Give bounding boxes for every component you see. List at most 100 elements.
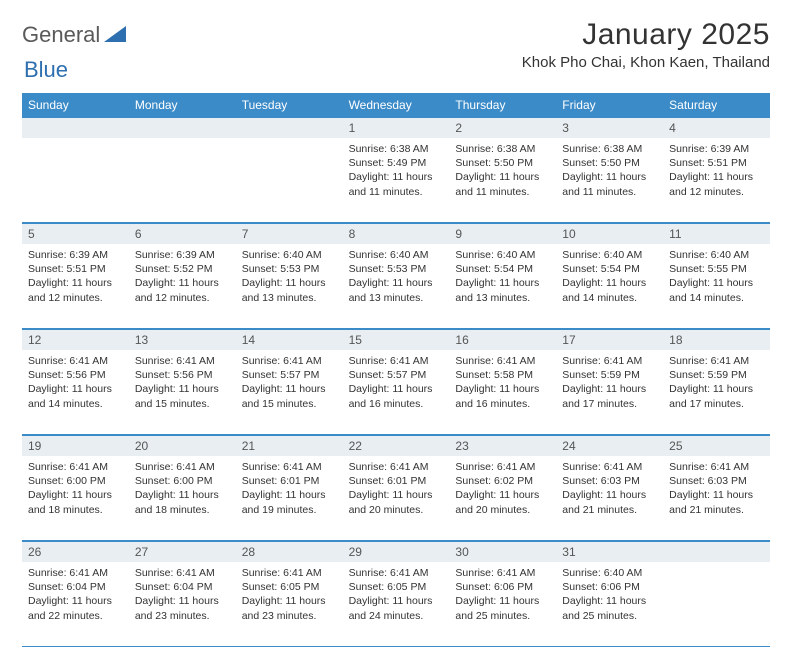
sunrise-text: Sunrise: 6:41 AM	[242, 354, 337, 368]
day-number: 19	[28, 439, 123, 453]
day-number-cell: 15	[343, 330, 450, 350]
day-number: 9	[455, 227, 550, 241]
day-number: 25	[669, 439, 764, 453]
daylight-text: Daylight: 11 hours and 18 minutes.	[28, 488, 123, 516]
sunset-text: Sunset: 6:06 PM	[455, 580, 550, 594]
sunset-text: Sunset: 6:03 PM	[669, 474, 764, 488]
day-cell: Sunrise: 6:41 AMSunset: 6:01 PMDaylight:…	[343, 456, 450, 540]
daylight-text: Daylight: 11 hours and 11 minutes.	[562, 170, 657, 198]
daylight-text: Daylight: 11 hours and 11 minutes.	[349, 170, 444, 198]
sunset-text: Sunset: 5:50 PM	[455, 156, 550, 170]
sunset-text: Sunset: 5:59 PM	[562, 368, 657, 382]
sunrise-text: Sunrise: 6:41 AM	[349, 460, 444, 474]
sunrise-text: Sunrise: 6:40 AM	[455, 248, 550, 262]
day-number-cell: 4	[663, 118, 770, 138]
month-title: January 2025	[522, 18, 770, 52]
daylight-text: Daylight: 11 hours and 18 minutes.	[135, 488, 230, 516]
sunset-text: Sunset: 5:50 PM	[562, 156, 657, 170]
daylight-text: Daylight: 11 hours and 19 minutes.	[242, 488, 337, 516]
daylight-text: Daylight: 11 hours and 13 minutes.	[455, 276, 550, 304]
sunset-text: Sunset: 5:58 PM	[455, 368, 550, 382]
day-number: 30	[455, 545, 550, 559]
day-number: 10	[562, 227, 657, 241]
sunrise-text: Sunrise: 6:41 AM	[135, 354, 230, 368]
sunrise-text: Sunrise: 6:40 AM	[349, 248, 444, 262]
sunset-text: Sunset: 6:01 PM	[349, 474, 444, 488]
sunrise-text: Sunrise: 6:39 AM	[135, 248, 230, 262]
sunset-text: Sunset: 5:52 PM	[135, 262, 230, 276]
sunset-text: Sunset: 6:01 PM	[242, 474, 337, 488]
day-number-cell: 11	[663, 224, 770, 244]
daylight-text: Daylight: 11 hours and 20 minutes.	[349, 488, 444, 516]
sunrise-text: Sunrise: 6:41 AM	[135, 566, 230, 580]
daylight-text: Daylight: 11 hours and 24 minutes.	[349, 594, 444, 622]
sunset-text: Sunset: 5:59 PM	[669, 368, 764, 382]
day-number: 2	[455, 121, 550, 135]
day-number-cell: 13	[129, 330, 236, 350]
day-number-cell: 3	[556, 118, 663, 138]
day-number-cell: 14	[236, 330, 343, 350]
daylight-text: Daylight: 11 hours and 21 minutes.	[562, 488, 657, 516]
day-number-cell: 27	[129, 542, 236, 562]
day-cell	[663, 562, 770, 646]
sunrise-text: Sunrise: 6:38 AM	[562, 142, 657, 156]
day-number-cell: 17	[556, 330, 663, 350]
day-cell: Sunrise: 6:41 AMSunset: 6:03 PMDaylight:…	[556, 456, 663, 540]
day-cell: Sunrise: 6:41 AMSunset: 6:00 PMDaylight:…	[22, 456, 129, 540]
daylight-text: Daylight: 11 hours and 13 minutes.	[349, 276, 444, 304]
day-number: 3	[562, 121, 657, 135]
title-block: January 2025 Khok Pho Chai, Khon Kaen, T…	[522, 18, 770, 71]
day-number-cell: 21	[236, 436, 343, 456]
sunset-text: Sunset: 6:04 PM	[28, 580, 123, 594]
day-number: 5	[28, 227, 123, 241]
weekday-header: Saturday	[663, 93, 770, 117]
day-number: 13	[135, 333, 230, 347]
day-cell: Sunrise: 6:39 AMSunset: 5:52 PMDaylight:…	[129, 244, 236, 328]
day-number: 29	[349, 545, 444, 559]
sunrise-text: Sunrise: 6:40 AM	[562, 248, 657, 262]
sunset-text: Sunset: 5:53 PM	[349, 262, 444, 276]
daylight-text: Daylight: 11 hours and 16 minutes.	[349, 382, 444, 410]
day-number-cell: 20	[129, 436, 236, 456]
day-number: 11	[669, 227, 764, 241]
weekday-header: Friday	[556, 93, 663, 117]
day-number: 6	[135, 227, 230, 241]
day-number: 22	[349, 439, 444, 453]
day-detail-row: Sunrise: 6:41 AM Sunset: 6:04 PM Daylight:…	[22, 562, 770, 647]
day-detail-row: Sunrise: 6:38 AMSunset: 5:49 PMDaylight:…	[22, 138, 770, 223]
day-cell: Sunrise: 6:38 AMSunset: 5:50 PMDaylight:…	[449, 138, 556, 222]
sunset-text: Sunset: 5:53 PM	[242, 262, 337, 276]
day-number-cell: 19	[22, 436, 129, 456]
day-cell: Sunrise: 6:41 AMSunset: 5:58 PMDaylight:…	[449, 350, 556, 434]
sunrise-text: Sunrise: 6:41 AM	[135, 460, 230, 474]
day-cell: Sunrise: 6:41 AMSunset: 6:02 PMDaylight:…	[449, 456, 556, 540]
sunset-text: Sunset: 5:56 PM	[28, 368, 123, 382]
sunset-text: Sunset: 6:03 PM	[562, 474, 657, 488]
day-number: 12	[28, 333, 123, 347]
day-number-cell: 26	[22, 542, 129, 562]
daylight-text: Daylight: 11 hours and 13 minutes.	[242, 276, 337, 304]
day-number-cell	[22, 118, 129, 138]
sunrise-text: Sunrise: 6:41 AM	[455, 566, 550, 580]
daylight-text: Daylight: 11 hours and 12 minutes.	[135, 276, 230, 304]
daylight-text: Daylight: 11 hours and 17 minutes.	[562, 382, 657, 410]
daylight-text: Daylight: 11 hours and 17 minutes.	[669, 382, 764, 410]
day-cell: Sunrise: 6:38 AMSunset: 5:50 PMDaylight:…	[556, 138, 663, 222]
sunrise-text: Sunrise: 6:41 AM	[455, 460, 550, 474]
daylight-text: Daylight: 11 hours and 25 minutes.	[562, 594, 657, 622]
sunrise-text: Sunrise: 6:41 AM	[562, 460, 657, 474]
sunrise-text: Sunrise: 6:41 AM	[349, 354, 444, 368]
day-cell: Sunrise: 6:39 AMSunset: 5:51 PMDaylight:…	[22, 244, 129, 328]
day-cell	[129, 138, 236, 222]
sunrise-text: Sunrise: 6:40 AM	[242, 248, 337, 262]
day-number: 17	[562, 333, 657, 347]
sunset-text: Sunset: 6:06 PM	[562, 580, 657, 594]
day-number: 8	[349, 227, 444, 241]
day-cell: Sunrise: 6:41 AMSunset: 6:06 PMDaylight:…	[449, 562, 556, 646]
sunrise-text: Sunrise: 6:39 AM	[28, 248, 123, 262]
day-number-row: 567891011	[22, 223, 770, 244]
day-number-cell: 16	[449, 330, 556, 350]
day-detail-row: Sunrise: 6:39 AMSunset: 5:51 PMDaylight:…	[22, 244, 770, 329]
day-number-cell: 2	[449, 118, 556, 138]
day-cell: Sunrise: 6:38 AMSunset: 5:49 PMDaylight:…	[343, 138, 450, 222]
